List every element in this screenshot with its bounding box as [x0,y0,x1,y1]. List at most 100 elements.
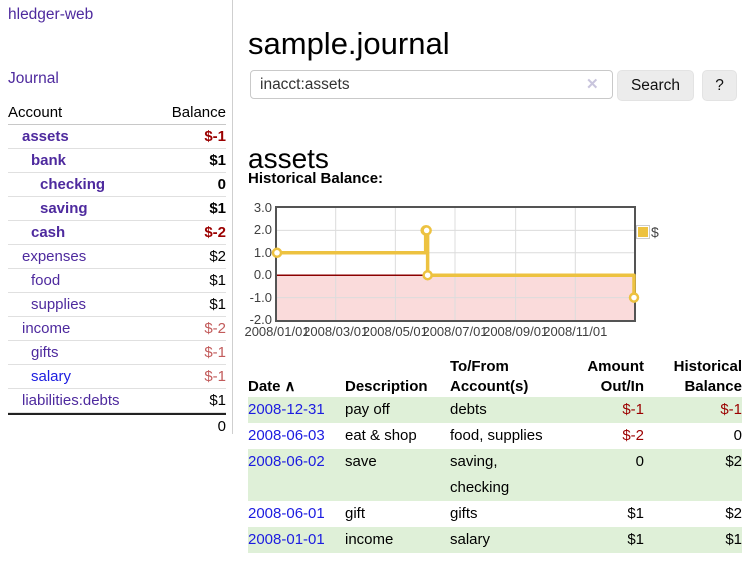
account-link[interactable]: supplies [31,296,87,313]
accounts-total-row: 0 [8,413,226,438]
transaction-amount: $-2 [622,427,644,444]
account-link[interactable]: salary [31,368,72,385]
account-balance: $1 [209,272,226,289]
transaction-amount: $1 [627,505,644,522]
x-axis-label: 2008/11/01 [543,324,608,339]
account-balance: $1 [209,152,226,169]
account-link[interactable]: cash [31,224,66,241]
account-balance: $-2 [204,224,226,241]
transaction-description: income [345,531,394,548]
help-button[interactable]: ? [702,70,737,101]
legend-swatch-icon [636,225,650,239]
transaction-accounts: food, supplies [450,427,543,444]
account-row-cash: cash $-2 [8,221,226,245]
account-heading: assets [248,143,329,175]
chart-plot-area: $ [271,206,659,322]
account-link[interactable]: liabilities:debts [22,392,120,409]
main-area: sample.journal ✕ Search ? assets Histori… [244,0,742,582]
transaction-row: 2008-01-01 income salary $1 $1 [248,527,742,553]
account-row-expenses: expenses $2 [8,245,226,269]
transaction-description: gift [345,505,366,522]
x-axis-label: 2008/01/01 [244,324,310,339]
transaction-balance: $2 [725,453,742,470]
account-balance: $1 [209,392,226,409]
y-axis-label: -2.0 [249,312,272,327]
account-link[interactable]: bank [31,152,67,169]
account-row-assets: assets $-1 [8,125,226,149]
sort-asc-icon[interactable]: ∧ [284,378,296,395]
y-axis-label: 1.0 [253,244,272,260]
account-link[interactable]: expenses [22,248,87,265]
app-brand-link[interactable]: hledger-web [8,6,94,23]
transactions-section: Date ∧ Description To/From Account(s) Amount O… [248,357,742,553]
legend-label: $ [651,224,659,240]
clear-search-icon[interactable]: ✕ [586,76,599,93]
account-link[interactable]: assets [22,128,69,145]
column-header-historical-balance: Historical Balance [673,358,742,395]
transaction-date-link[interactable]: 2008-01-01 [248,531,325,548]
account-row-income: income $-2 [8,317,226,341]
transaction-description: save [345,453,377,470]
sidebar-divider [232,0,233,434]
account-link[interactable]: checking [40,176,106,193]
account-balance: $-1 [204,344,226,361]
transaction-amount: $-1 [622,401,644,418]
column-header-to-from-account-s-: To/From Account(s) [450,358,529,395]
transaction-date-link[interactable]: 2008-06-02 [248,453,325,470]
search-bar: ✕ Search ? [248,70,742,102]
historical-balance-chart: $ 3.0 2.0 1.0 0.0 -1.0 -2.0 2008/01/01 2008/03/… [238,196,742,354]
column-header-date[interactable]: Date ∧ [248,378,296,395]
transaction-row: 2008-06-02 save saving, checking 0 $2 [248,449,742,501]
account-balance: $-1 [204,368,226,385]
transaction-date-link[interactable]: 2008-06-01 [248,505,325,522]
transaction-row: 2008-06-01 gift gifts $1 $2 [248,501,742,527]
accounts-header: Account Balance [8,101,226,125]
accounts-header-account: Account [8,104,63,121]
transaction-balance: $1 [725,531,742,548]
transaction-date-link[interactable]: 2008-06-03 [248,427,325,444]
account-row-saving: saving $1 [8,197,226,221]
x-axis-label: 2008/05/01 [362,324,428,339]
page-title: sample.journal [248,25,450,61]
account-balance: $1 [209,200,226,217]
transactions-table: Date ∧ Description To/From Account(s) Amount O… [248,357,742,553]
transaction-amount: 0 [635,453,644,470]
y-axis-label: 2.0 [253,222,272,238]
search-input[interactable] [250,70,613,99]
transaction-date-link[interactable]: 2008-12-31 [248,401,325,418]
account-row-gifts: gifts $-1 [8,341,226,365]
x-axis-label: 2008/03/01 [303,324,369,339]
account-balance: 0 [217,176,226,193]
account-row-supplies: supplies $1 [8,293,226,317]
account-balance: $-1 [204,128,226,145]
transaction-balance: $2 [725,505,742,522]
account-balance: $2 [209,248,226,265]
transaction-description: pay off [345,401,390,418]
column-header-description: Description [345,378,428,395]
accounts-total-value: 0 [217,418,226,435]
y-axis-label: -1.0 [249,289,272,305]
chart-title: Historical Balance: [248,170,384,187]
transaction-row: 2008-06-03 eat & shop food, supplies $-2 0 [248,423,742,449]
account-balance: $1 [209,296,226,313]
account-row-salary: salary $-1 [8,365,226,389]
chart-legend: $ [636,224,659,240]
account-balance: $-2 [204,320,226,337]
transaction-description: eat & shop [345,427,417,444]
account-link[interactable]: food [31,272,61,289]
account-link[interactable]: gifts [31,344,59,361]
accounts-header-balance: Balance [171,104,226,121]
transaction-balance: 0 [733,427,742,444]
sidebar-item-journal[interactable]: Journal [8,70,59,87]
account-link[interactable]: income [22,320,71,337]
transaction-accounts: gifts [450,505,478,522]
column-header-amount-out-in: Amount Out/In [587,358,644,395]
search-button[interactable]: Search [617,70,694,101]
transaction-accounts: salary [450,531,491,548]
account-link[interactable]: saving [40,200,88,217]
account-row-liabilities-debts: liabilities:debts $1 [8,389,226,413]
chart-canvas [271,208,640,320]
accounts-tree: Account Balance assets $-1 bank $1 checking 0… [8,101,226,438]
account-row-bank: bank $1 [8,149,226,173]
account-row-food: food $1 [8,269,226,293]
